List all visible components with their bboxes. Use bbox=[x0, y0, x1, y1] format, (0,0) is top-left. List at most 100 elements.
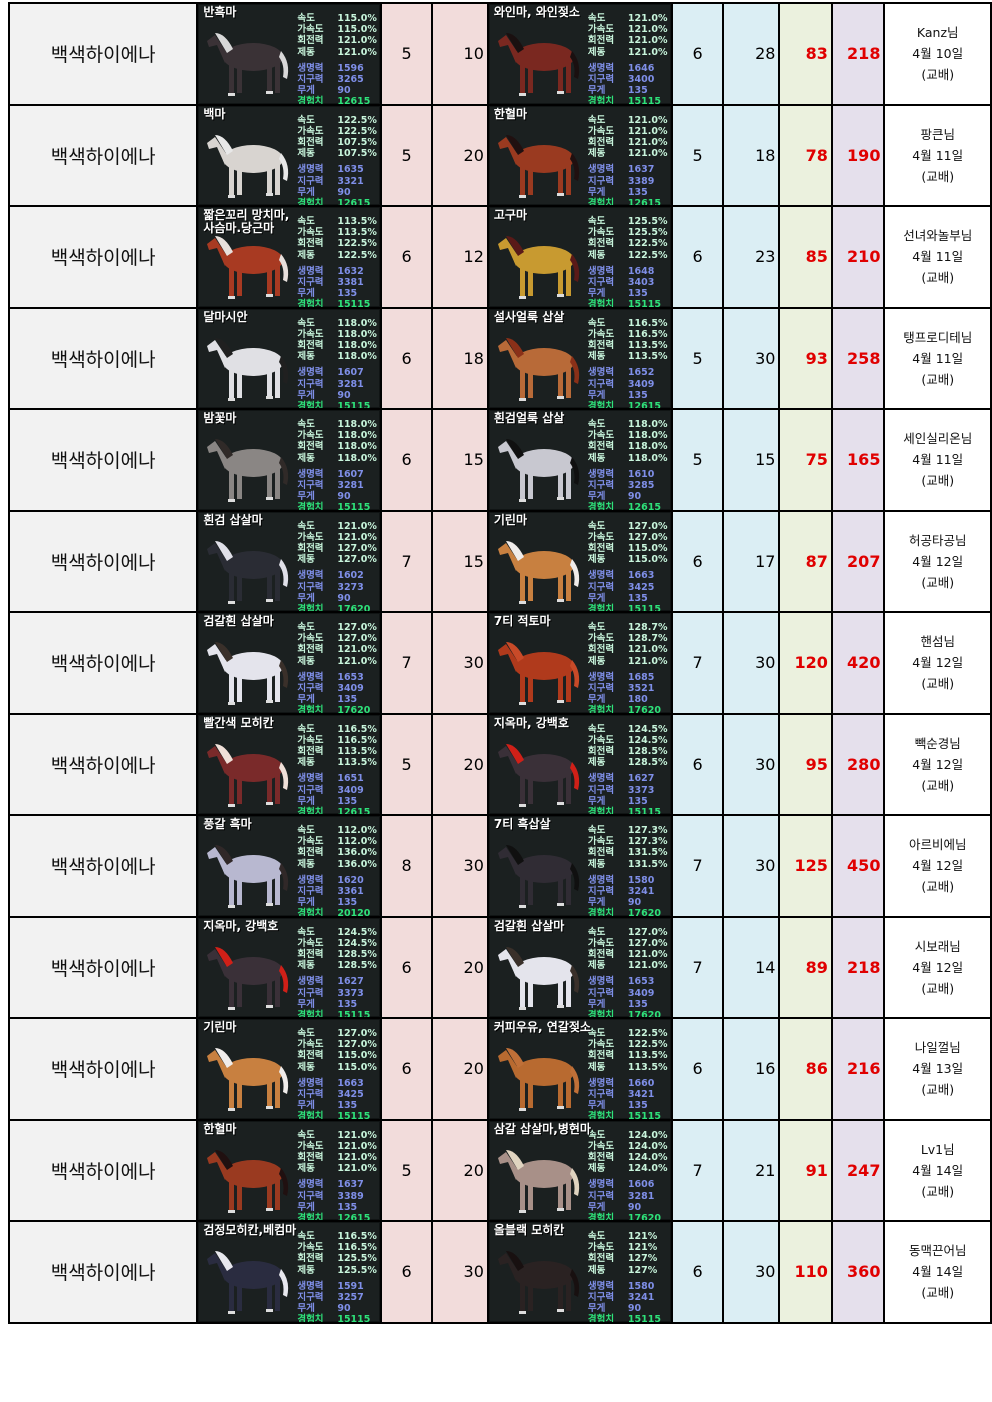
parent2-tier: 5 bbox=[670, 103, 725, 207]
stat-value: 128.7% bbox=[627, 622, 668, 633]
stat-value: 3409 bbox=[337, 683, 364, 695]
parent1-tier: 7 bbox=[380, 509, 433, 613]
stat-exp: 경험치 15115 bbox=[297, 1314, 377, 1320]
stat-label: 가속도 bbox=[297, 430, 324, 442]
stat-speed: 속도 121.0% bbox=[297, 521, 377, 532]
stat-weight: 무게 135 bbox=[588, 1100, 668, 1111]
stat-label: 지구력 bbox=[297, 74, 324, 86]
stat-label: 속도 bbox=[297, 1231, 315, 1242]
stat-hp: 생명력 1580 bbox=[588, 1281, 661, 1292]
stat-value: 128.5% bbox=[627, 745, 668, 757]
stat-hp: 생명력 1660 bbox=[588, 1078, 668, 1089]
breed-date: 4월 12일 bbox=[912, 756, 964, 772]
parent1-cell: 검정모히칸,베컴마 속도 116.5% 가속도 116.5% 회전력 125.5% 제동 12… bbox=[196, 1220, 383, 1324]
stat-exp: 경험치 15115 bbox=[588, 299, 668, 305]
stat-value: 127.0% bbox=[337, 622, 377, 633]
stat-label: 경험치 bbox=[587, 502, 615, 511]
table-row: 백색하이에나 빨간색 모히칸 속도 116.5% 가속도 116.5% 회전력 113.5… bbox=[7, 712, 992, 816]
stat-accel: 가속도 128.7% bbox=[588, 633, 668, 644]
stat-brake: 제동 131.5% bbox=[588, 859, 668, 870]
horse-card: 반흑마 속도 115.0% 가속도 115.0% 회전력 121.0% 제동 121.0% 생명… bbox=[199, 5, 380, 103]
stat-label: 속도 bbox=[587, 1129, 606, 1141]
horse-name: 지옥마, 강백호 bbox=[493, 715, 569, 730]
stat-accel: 가속도 127.0% bbox=[588, 532, 668, 543]
stat-brake: 제동 127.0% bbox=[297, 554, 377, 565]
stat-turn: 회전력 113.5% bbox=[297, 746, 377, 757]
horse-card: 고구마 속도 125.5% 가속도 125.5% 회전력 122.5% 제동 122.5% 생명… bbox=[489, 208, 670, 306]
stat-accel: 가속도 121.0% bbox=[588, 126, 668, 137]
stat-value: 1637 bbox=[627, 164, 655, 176]
stat-hp: 생명력 1637 bbox=[588, 164, 668, 175]
stat-label: 가속도 bbox=[587, 633, 615, 645]
stat-label: 무게 bbox=[587, 897, 606, 909]
stat-label: 생명력 bbox=[587, 874, 615, 886]
stat-label: 속도 bbox=[587, 216, 606, 227]
stat-stamina: 지구력 3409 bbox=[297, 785, 377, 796]
stat-label: 경험치 bbox=[297, 299, 324, 308]
stat-value: 1610 bbox=[627, 468, 655, 480]
stat-value: 122.5% bbox=[337, 125, 377, 137]
stat-label: 속도 bbox=[587, 317, 606, 329]
stat-label: 지구력 bbox=[297, 277, 324, 289]
parent1-tier: 6 bbox=[380, 205, 433, 309]
parent2-level: 14 bbox=[722, 915, 781, 1019]
parent2-cell: 와인마, 와인젖소 속도 121.0% 가속도 121.0% 회전력 121.0% 제동 12… bbox=[486, 2, 673, 106]
stat-value: 127.3% bbox=[627, 836, 668, 848]
stat-exp: 경험치 12615 bbox=[297, 198, 377, 204]
stat-brake: 제동 118.0% bbox=[297, 351, 377, 362]
horse-name: 기린마 bbox=[493, 512, 528, 527]
stat-value: 118.0% bbox=[337, 441, 377, 453]
stat-label: 가속도 bbox=[587, 734, 615, 746]
owner-cell: Lv1님 4월 14일 (교배) bbox=[883, 1118, 992, 1222]
stat-label: 생명력 bbox=[587, 976, 615, 988]
stat-turn: 회전력 127.0% bbox=[297, 543, 377, 554]
stat-turn: 회전력 113.5% bbox=[588, 1050, 668, 1061]
owner-name: 시보래님 bbox=[914, 938, 961, 954]
stat-turn: 회전력 121.0% bbox=[588, 35, 668, 46]
stat-value: 135 bbox=[627, 288, 648, 300]
horse-card: 검갈흰 삽살마 속도 127.0% 가속도 127.0% 회전력 121.0% 제동 121.… bbox=[489, 918, 670, 1016]
parent2-level: 17 bbox=[722, 509, 781, 613]
stat-exp: 경험치 15115 bbox=[588, 96, 668, 102]
stat-label: 속도 bbox=[587, 114, 606, 126]
stat-label: 지구력 bbox=[587, 378, 615, 390]
stat-stamina: 지구력 3403 bbox=[588, 277, 668, 288]
stat-value: 131.5% bbox=[627, 847, 668, 859]
stat-value: 1635 bbox=[337, 164, 364, 176]
value-b: 165 bbox=[830, 408, 886, 512]
stat-stamina: 지구력 3409 bbox=[588, 988, 668, 999]
stat-label: 지구력 bbox=[297, 378, 324, 390]
stat-accel: 가속도 121.0% bbox=[588, 24, 668, 35]
stat-turn: 회전력 121.0% bbox=[588, 949, 668, 960]
horse-stats: 속도 124.5% 가속도 124.5% 회전력 128.5% 제동 128.5% 생명력 162… bbox=[588, 724, 668, 814]
parent2-level: 15 bbox=[722, 408, 781, 512]
stat-brake: 제동 115.0% bbox=[588, 554, 668, 565]
stat-weight: 무게 135 bbox=[588, 999, 668, 1010]
stat-value: 1580 bbox=[627, 1280, 655, 1292]
stat-label: 제동 bbox=[297, 858, 315, 870]
horse-name: 삼갈 삽살마,병현마 bbox=[493, 1121, 591, 1136]
value-b: 207 bbox=[830, 509, 886, 613]
horse-image bbox=[207, 946, 289, 1010]
stat-accel: 가속도 124.5% bbox=[588, 735, 668, 746]
horse-name: 설사얼룩 삽살 bbox=[493, 309, 565, 324]
parent2-cell: 흰검얼룩 삽살 속도 118.0% 가속도 118.0% 회전력 118.0% 제동 118.… bbox=[486, 408, 673, 512]
horse-card: 7티 흑삽살 속도 127.3% 가속도 127.3% 회전력 131.5% 제동 131.5… bbox=[489, 817, 670, 915]
stat-hp: 생명력 1653 bbox=[297, 672, 377, 683]
parent1-cell: 짧은꼬리 망치마, 사슴마.당근마 속도 113.5% 가속도 113.5% 회전력 12… bbox=[196, 205, 383, 309]
stat-value: 1580 bbox=[627, 874, 655, 886]
parent2-tier: 6 bbox=[670, 712, 725, 816]
stat-exp: 경험치 17620 bbox=[587, 1212, 668, 1221]
stat-exp: 경험치 17620 bbox=[588, 1010, 668, 1016]
horse-image bbox=[207, 1048, 289, 1111]
horse-name: 지옥마, 강백호 bbox=[203, 918, 279, 933]
stat-label: 무게 bbox=[587, 1100, 606, 1112]
stat-label: 생명력 bbox=[297, 164, 324, 176]
stat-value: 1591 bbox=[337, 1280, 364, 1292]
horse-card: 흰검얼룩 삽살 속도 118.0% 가속도 118.0% 회전력 118.0% 제동 118.… bbox=[489, 411, 670, 511]
stat-value: 3373 bbox=[337, 987, 364, 999]
stat-value: 121.0% bbox=[627, 35, 668, 47]
stat-label: 경험치 bbox=[587, 1212, 615, 1221]
value-a: 91 bbox=[778, 1118, 833, 1222]
parent2-level: 23 bbox=[722, 205, 781, 309]
